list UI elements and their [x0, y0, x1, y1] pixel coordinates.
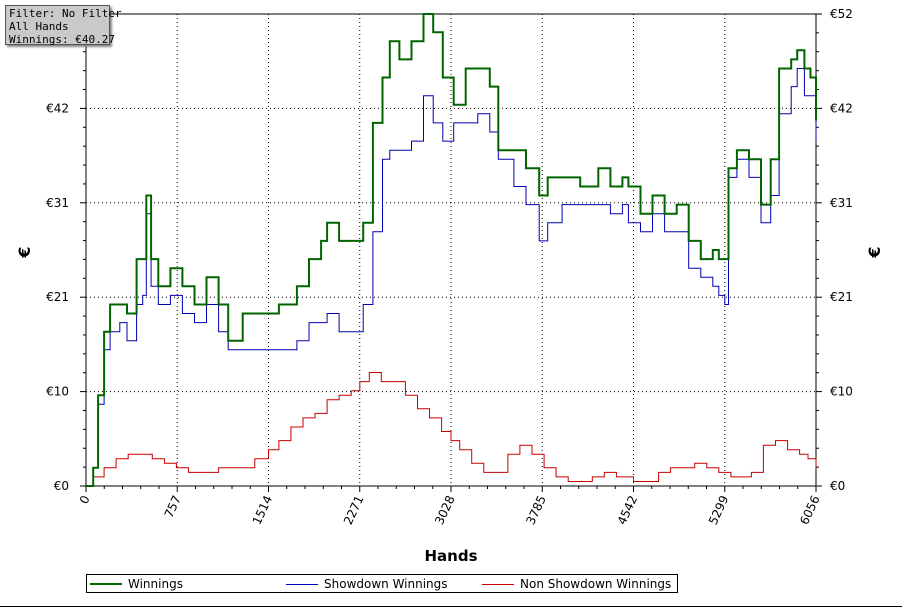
y-tick-label-right: €21 — [830, 290, 853, 304]
x-tick-label: 3785 — [523, 493, 549, 527]
series-line-winnings — [86, 13, 817, 487]
legend-swatch-winnings — [90, 583, 122, 585]
legend-label-showdown: Showdown Winnings — [324, 577, 448, 591]
y-tick-label-right: €42 — [830, 101, 853, 115]
series-line-showdown — [86, 68, 817, 487]
legend-swatch-showdown — [286, 583, 318, 585]
chart-legend: Winnings Showdown Winnings Non Showdown … — [86, 574, 678, 593]
y-tick-label-right: €10 — [830, 385, 853, 399]
y-tick-label-right: €52 — [830, 7, 853, 21]
series-lines — [86, 13, 817, 487]
y-tick-label-left: €21 — [46, 290, 69, 304]
grid — [86, 14, 816, 486]
x-tick-label: 0 — [77, 493, 93, 506]
x-tick-label: 6056 — [797, 493, 823, 527]
plot-frame — [85, 13, 817, 487]
x-tick-label: 5299 — [706, 493, 732, 527]
y-tick-label-right: €31 — [830, 196, 853, 210]
x-tick-label: 4542 — [615, 493, 641, 527]
y-tick-label-left: €42 — [46, 101, 69, 115]
legend-item-non-showdown: Non Showdown Winnings — [479, 576, 671, 592]
filter-text: Filter: No Filter — [9, 7, 122, 20]
x-tick-label: 757 — [162, 493, 184, 520]
hands-text: All Hands — [9, 20, 69, 33]
legend-item-showdown: Showdown Winnings — [283, 576, 448, 592]
legend-item-winnings: Winnings — [87, 576, 183, 592]
x-tick-label: 1514 — [250, 493, 276, 527]
x-tick-label: 2271 — [341, 493, 367, 527]
y-tick-label-left: €0 — [54, 479, 69, 493]
y-tick-label-left: €31 — [46, 196, 69, 210]
legend-swatch-non-showdown — [482, 583, 514, 585]
x-tick-label: 3028 — [432, 493, 458, 527]
bottom-divider — [0, 606, 902, 607]
y-tick-label-left: €10 — [46, 385, 69, 399]
legend-label-non-showdown: Non Showdown Winnings — [520, 577, 672, 591]
tick-labels: 0 757 1514 2271 3028 3785 4542 5299 6056 €0 €0 €10 €… — [46, 7, 853, 527]
y-axis-title-left: € — [15, 246, 34, 258]
legend-label-winnings: Winnings — [128, 577, 183, 591]
axis-ticks — [80, 13, 822, 492]
winnings-text: Winnings: €40.27 — [9, 33, 115, 46]
series-line-non-showdown — [86, 372, 817, 487]
y-tick-label-right: €0 — [830, 479, 845, 493]
stats-info-box: Filter: No Filter All Hands Winnings: €4… — [5, 5, 122, 46]
x-axis-title: Hands — [424, 547, 477, 565]
y-axis-title-right: € — [865, 246, 884, 258]
